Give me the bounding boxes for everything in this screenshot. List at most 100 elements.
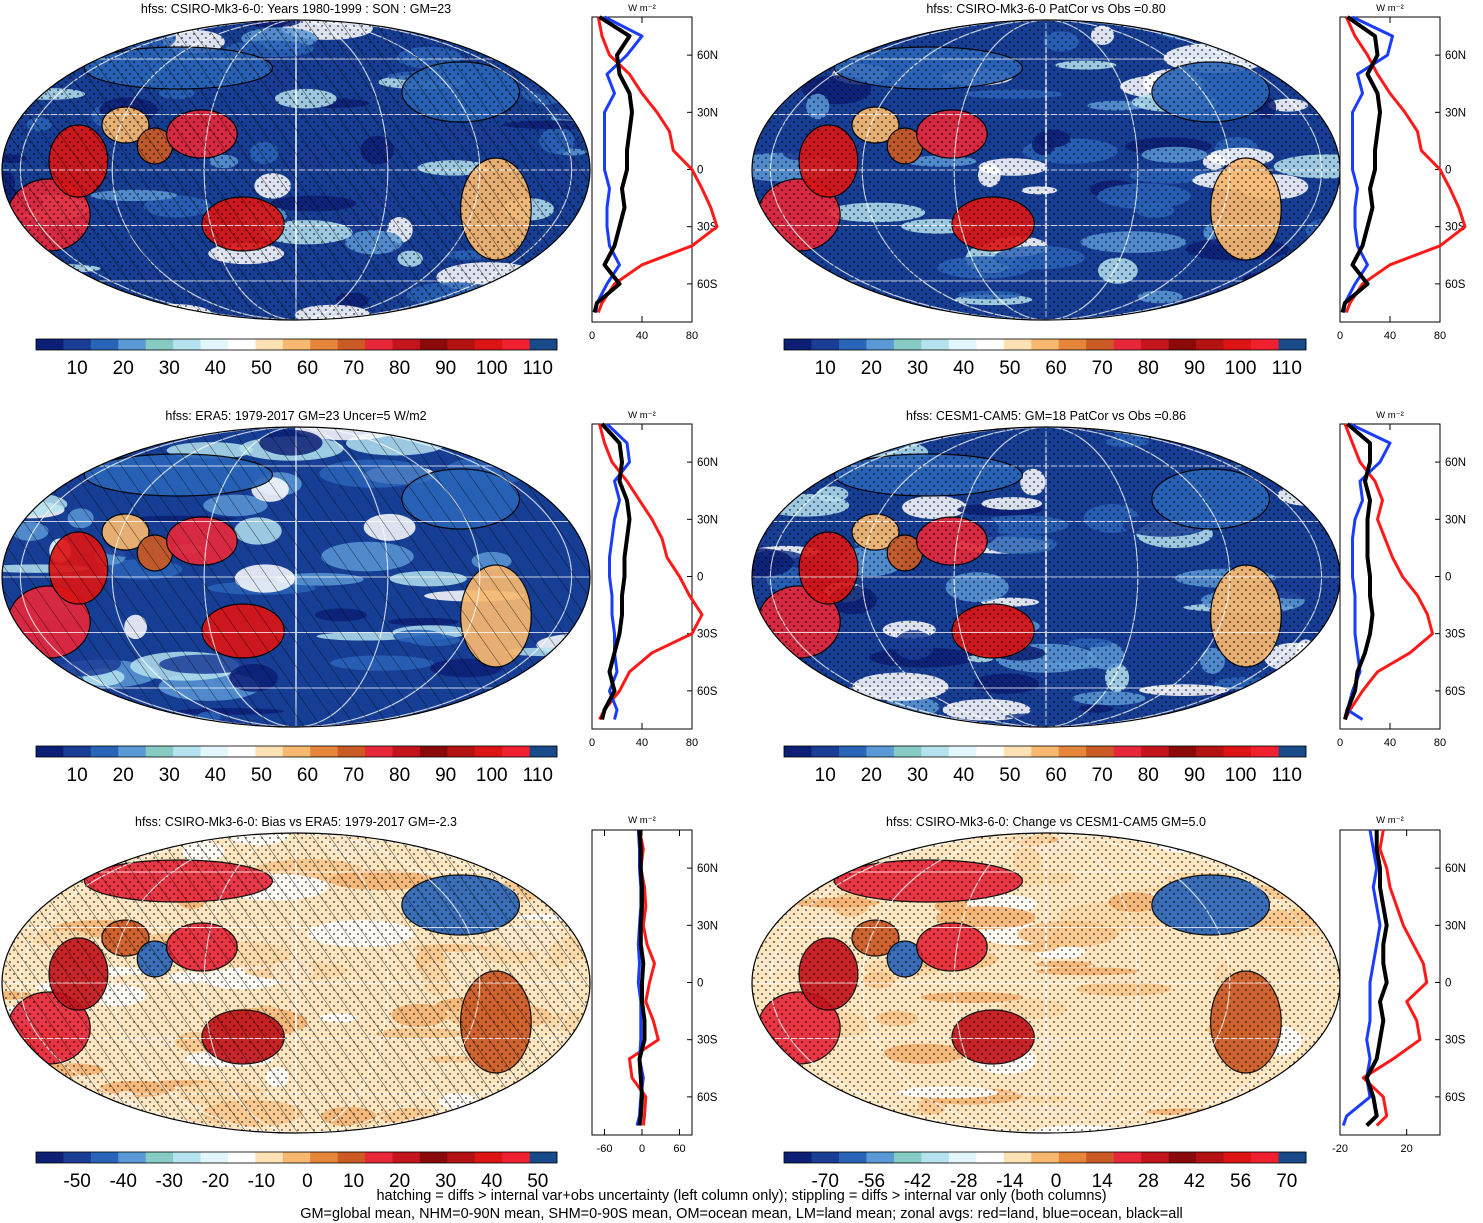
zonal-lat-label: 60N [697,457,718,469]
colorbar-swatch [976,1152,1005,1163]
zonal-line-land [596,16,719,314]
colorbar-swatch [200,339,229,350]
colorbar-tick-label: 30 [907,358,928,379]
colorbar-swatch [63,746,92,757]
colorbar-tick-label: 70 [343,358,364,379]
map-title: hfss: CSIRO-Mk3-6-0: Bias vs ERA5: 1979-… [135,815,457,829]
colorbar-tick-label: 20 [389,1171,410,1192]
colorbar-tick-label: 60 [1045,358,1066,379]
colorbar-swatch [811,339,840,350]
zonal-lat-label: 0 [1445,572,1451,584]
colorbar-tick-label: 100 [1225,358,1257,379]
colorbar-swatch [1058,339,1087,350]
zonal-panel-3: 60N 30N 0 30S 60S 0 40 80 W m⁻² [589,410,718,749]
colorbar-swatch [282,339,311,350]
colorbar-swatch [337,746,366,757]
colorbar-swatch [173,339,202,350]
colorbar-swatch [1058,746,1087,757]
map-border [1,19,591,321]
zonal-x-tick-label: 60 [673,1143,685,1155]
zonal-line-land [1343,423,1434,721]
colorbar-swatch [838,746,867,757]
colorbar-tick-label: 80 [1138,765,1159,786]
colorbar-swatch [145,339,174,350]
colorbar-swatch [1031,746,1060,757]
colorbar-tick-label: 100 [1225,765,1257,786]
zonal-x-tick-label: 40 [1384,737,1396,749]
colorbar-swatch [1223,1152,1252,1163]
colorbar-tick-label: 20 [861,358,882,379]
colorbar-swatch [529,1152,558,1163]
zonal-panel-6: 60N 30N 0 30S 60S -20 20 W m⁻² [1332,815,1466,1155]
map-panel-2 [751,19,1341,321]
colorbar-6: -70 -56 -42 -28 -14 0 14 28 42 56 70 [783,1151,1307,1192]
colorbar-3: 10 20 30 40 50 60 70 80 90 100 110 [35,745,558,786]
colorbar-tick-label: 30 [907,765,928,786]
colorbar-swatch [1251,1152,1280,1163]
colorbar-tick-label: 70 [1276,1171,1297,1192]
colorbar-tick-label: 50 [999,358,1020,379]
stippling-overlay [752,20,1340,320]
zonal-lat-label: 60S [697,686,718,698]
zonal-line-all [600,422,632,721]
zonal-lat-label: 60N [1445,50,1466,62]
colorbar-tick-label: 30 [159,765,180,786]
footer-note-hatching: hatching = diffs > internal var+obs unce… [376,1188,1107,1204]
map-title: hfss: CSIRO-Mk3-6-0 PatCor vs Obs =0.80 [926,2,1165,16]
colorbar-swatch [893,339,922,350]
colorbar-tick-label: 90 [1184,765,1205,786]
zonal-frame [1339,16,1441,323]
colorbar-swatch [200,1152,229,1163]
colorbar-tick-label: 50 [527,1171,548,1192]
zonal-line-all [1364,830,1389,1127]
zonal-line-ocean [1342,15,1394,313]
colorbar-swatch [1086,1152,1115,1163]
colorbar-swatch [502,746,531,757]
colorbar-swatch [474,339,503,350]
colorbar-swatch [1113,1152,1142,1163]
map-panel-3 [1,426,591,728]
colorbar-tick-label: 40 [481,1171,502,1192]
colorbar-swatch [447,339,476,350]
zonal-line-all [637,829,647,1126]
zonal-x-tick-label: 40 [1384,330,1396,342]
colorbar-swatch [811,746,840,757]
colorbar-swatch [921,746,950,757]
colorbar-swatch [838,339,867,350]
colorbar-swatch [1196,339,1225,350]
colorbar-swatch [447,746,476,757]
zonal-lat-label: 60N [1445,863,1466,875]
zonal-lat-label: 30S [697,1035,718,1047]
colorbar-swatch [173,746,202,757]
zonal-lat-label: 60S [1445,1092,1466,1104]
map-panel-6 [751,832,1341,1134]
map-border [1,832,591,1134]
colorbar-swatch [310,746,339,757]
colorbar-tick-label: 50 [999,765,1020,786]
zonal-unit-label: W m⁻² [1376,3,1404,14]
colorbar-tick-label: 28 [1138,1171,1159,1192]
colorbar-tick-label: 80 [389,358,410,379]
colorbar-swatch [200,746,229,757]
zonal-unit-label: W m⁻² [1376,815,1404,826]
zonal-lat-label: 30N [1445,920,1466,932]
zonal-lat-label: 60N [1445,457,1466,469]
zonal-x-tick-label: 80 [1434,737,1446,749]
zonal-lat-label: 0 [1445,978,1451,990]
zonal-x-tick-label: 0 [589,737,595,749]
zonal-frame [1339,423,1441,730]
colorbar-swatch [173,1152,202,1163]
colorbar-swatch [1168,1152,1197,1163]
colorbar-swatch [1278,339,1307,350]
zonal-unit-label: W m⁻² [628,3,656,14]
colorbar-swatch [784,746,812,757]
colorbar-swatch [1141,1152,1170,1163]
colorbar-swatch [948,1152,977,1163]
colorbar-tick-label: 80 [1138,358,1159,379]
zonal-lat-label: 0 [1445,165,1451,177]
colorbar-swatch [474,1152,503,1163]
colorbar-swatch [255,339,284,350]
zonal-lat-label: 30N [697,920,718,932]
zonal-x-tick-label: 0 [639,1143,645,1155]
